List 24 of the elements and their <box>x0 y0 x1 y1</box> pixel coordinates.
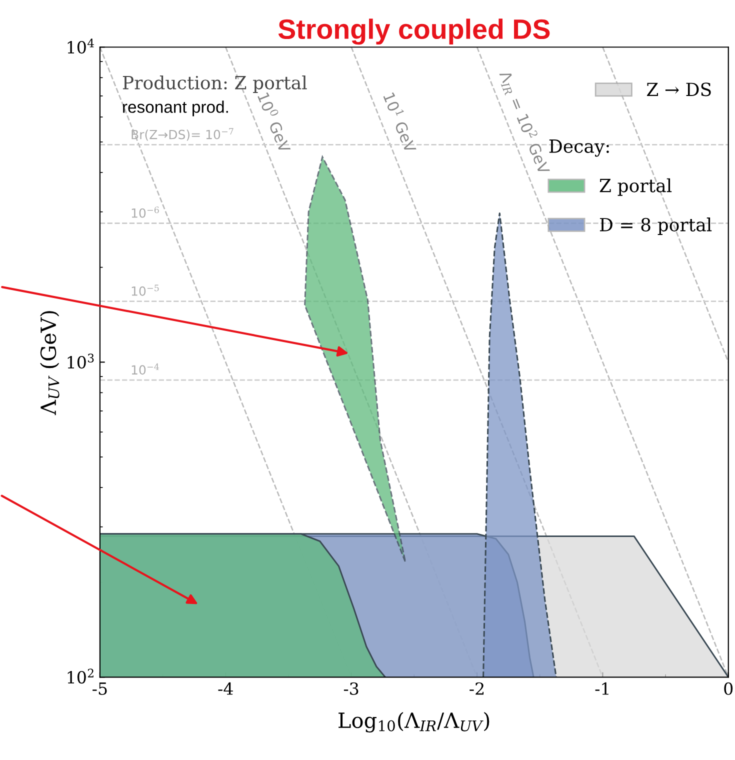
x-tick-label: -3 <box>344 682 358 695</box>
annotation: 10$^{−4}$ <box>132 363 159 375</box>
legend-title: Decay: <box>549 140 609 157</box>
text: 10$^{0}$ GeV <box>257 91 293 154</box>
x-axis-title: Log$_{10}$(Λ$_{IR}$/Λ$_{UV}$) <box>338 712 490 732</box>
x-tick-label: -5 <box>92 682 107 695</box>
x-tick-label: -2 <box>470 682 484 695</box>
legend-label: D = 8 portal <box>600 218 712 235</box>
legend-label: Z → DS <box>646 82 711 96</box>
annotation: resonant prod. <box>123 100 228 116</box>
annotation: Production: Z portal <box>122 75 307 93</box>
annotation: 10$^{−6}$ <box>132 206 159 218</box>
y-axis-title: Λ$_{UV}$ (GeV) <box>40 311 60 416</box>
annotation: 10$^{−5}$ <box>132 284 159 296</box>
text: 10$^{1}$ GeV <box>383 91 419 154</box>
y-tick-label: 10$^{3}$ <box>68 354 94 369</box>
y-tick-label: 10$^{4}$ <box>68 38 94 54</box>
annotation: Br(Z→DS)= 10$^{−7}$ <box>132 128 234 141</box>
x-tick-label: -4 <box>218 682 233 695</box>
x-tick-label: -1 <box>595 682 608 695</box>
x-tick-label: 0 <box>724 682 733 695</box>
legend-label: Z portal <box>600 178 672 196</box>
chart-title: Strongly coupled DS <box>278 18 550 45</box>
y-tick-label: 10$^{2}$ <box>68 668 94 684</box>
